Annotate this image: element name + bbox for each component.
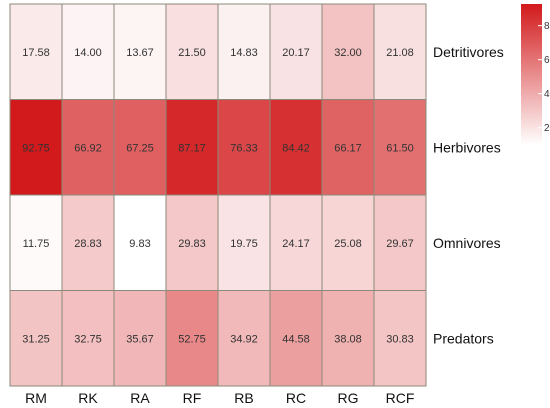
- cell-value-label: 13.67: [126, 47, 154, 59]
- cell-value-label: 76.33: [230, 142, 258, 154]
- cell-value-label: 66.17: [334, 142, 362, 154]
- cell-value-label: 52.75: [178, 333, 206, 345]
- cell-value-label: 61.50: [386, 142, 414, 154]
- legend-tick-label: 40: [544, 89, 550, 100]
- column-label: RM: [25, 390, 47, 406]
- column-label: RC: [286, 390, 306, 406]
- heatmap-cell: [61, 194, 115, 291]
- cell-value-label: 21.08: [386, 47, 414, 59]
- heatmap-cell: [61, 3, 115, 100]
- heatmap-cell: [165, 290, 219, 387]
- cell-value-label: 30.83: [386, 333, 414, 345]
- heatmap-cell: [9, 290, 63, 387]
- cell-value-label: 31.25: [22, 333, 50, 345]
- cell-value-label: 29.67: [386, 238, 414, 250]
- cell-value-label: 38.08: [334, 333, 362, 345]
- row-label: Predators: [433, 330, 494, 346]
- heatmap-cells: 17.58 14.00 13.67 21.50 14.83 20.17 32.00 21.08…: [9, 3, 427, 387]
- cell-value-label: 34.92: [230, 333, 258, 345]
- cell-value-label: 92.75: [22, 142, 50, 154]
- heatmap-cell: [113, 3, 167, 100]
- row-label: Herbivores: [433, 139, 501, 155]
- cell-value-label: 14.00: [74, 47, 102, 59]
- cell-value-label: 84.42: [282, 142, 310, 154]
- cell-value-label: 29.83: [178, 238, 206, 250]
- legend-tick-label: 80: [544, 21, 550, 32]
- heatmap-cell: [373, 290, 427, 387]
- heatmap-cell: [269, 194, 323, 291]
- column-label: RA: [130, 390, 150, 406]
- legend-tick-label: 60: [544, 55, 550, 66]
- cell-value-label: 24.17: [282, 238, 310, 250]
- cell-value-label: 67.25: [126, 142, 154, 154]
- column-label: RG: [338, 390, 359, 406]
- cell-value-label: 21.50: [178, 47, 206, 59]
- cell-value-label: 19.75: [230, 238, 258, 250]
- cell-value-label: 66.92: [74, 142, 102, 154]
- color-legend-bar: [521, 4, 542, 145]
- color-legend: 20 40 60 80: [521, 4, 550, 145]
- column-labels: RM RK RA RF RB RC RG RCF: [25, 390, 414, 406]
- heatmap-cell: [61, 99, 115, 196]
- cell-value-label: 32.00: [334, 47, 362, 59]
- heatmap-cell: [321, 290, 375, 387]
- heatmap-cell: [217, 194, 271, 291]
- row-label: Omnivores: [433, 235, 501, 251]
- column-label: RB: [234, 390, 253, 406]
- cell-value-label: 87.17: [178, 142, 206, 154]
- legend-tick-label: 20: [544, 123, 550, 134]
- heatmap-cell: [373, 99, 427, 196]
- cell-value-label: 44.58: [282, 333, 310, 345]
- heatmap-cell: [165, 99, 219, 196]
- heatmap-cell: [9, 3, 63, 100]
- cell-value-label: 35.67: [126, 333, 154, 345]
- cell-value-label: 9.83: [129, 238, 150, 250]
- heatmap-cell: [217, 290, 271, 387]
- cell-value-label: 17.58: [22, 47, 50, 59]
- cell-value-label: 32.75: [74, 333, 102, 345]
- column-label: RK: [78, 390, 98, 406]
- heatmap-cell: [113, 290, 167, 387]
- cell-value-label: 28.83: [74, 238, 102, 250]
- cell-value-label: 25.08: [334, 238, 362, 250]
- cell-value-label: 11.75: [23, 238, 50, 250]
- heatmap-cell: [321, 194, 375, 291]
- row-labels: Detritivores Herbivores Omnivores Predators: [433, 44, 504, 347]
- column-label: RF: [183, 390, 202, 406]
- heatmap-cell: [113, 194, 167, 291]
- heatmap-cell: [373, 3, 427, 100]
- heatmap-cell: [269, 3, 323, 100]
- heatmap-cell: [165, 194, 219, 291]
- heatmap-cell: [269, 99, 323, 196]
- cell-value-label: 14.83: [230, 47, 258, 59]
- heatmap-cell: [165, 3, 219, 100]
- heatmap-cell: [9, 194, 63, 291]
- cell-value-label: 20.17: [282, 47, 310, 59]
- heatmap-cell: [373, 194, 427, 291]
- row-label: Detritivores: [433, 44, 504, 60]
- column-label: RCF: [386, 390, 415, 406]
